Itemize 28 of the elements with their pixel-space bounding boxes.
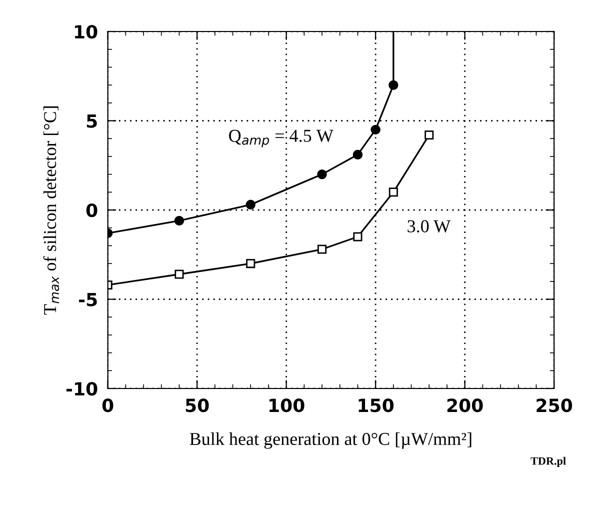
- point: [353, 232, 362, 242]
- point: [246, 200, 256, 210]
- point: [388, 80, 398, 90]
- x-tick-label: 50: [186, 398, 209, 412]
- x-axis-title: Bulk heat generation at 0°C [µW/mm²]: [190, 432, 472, 449]
- text: TDR.pl: [530, 456, 566, 467]
- point: [317, 169, 327, 180]
- point: [246, 259, 256, 268]
- point: [174, 216, 184, 226]
- point: [424, 130, 434, 140]
- point: [352, 150, 363, 160]
- x-tick-label: 200: [447, 398, 483, 412]
- y-tick-label: -10: [66, 382, 98, 396]
- annotation: 3.0 W: [408, 220, 451, 232]
- y-tick-label: 0: [86, 203, 98, 218]
- x-tick-label: 100: [270, 398, 304, 412]
- point: [370, 124, 380, 135]
- y-tick-label: 5: [86, 114, 97, 128]
- point: [318, 244, 327, 254]
- point: [388, 188, 398, 197]
- x-tick-label: 0: [102, 398, 114, 412]
- y-axis-title: T$_{max}$ of silicon detector [°C]: [43, 106, 60, 315]
- x-tick-label: 150: [358, 398, 394, 412]
- point: [174, 270, 184, 279]
- y-tick-label: 10: [75, 24, 98, 39]
- y-tick-label: -5: [79, 292, 97, 306]
- annotation: Q$_{amp}$ = 4.5 W: [229, 130, 334, 148]
- x-tick-label: 250: [536, 398, 572, 412]
